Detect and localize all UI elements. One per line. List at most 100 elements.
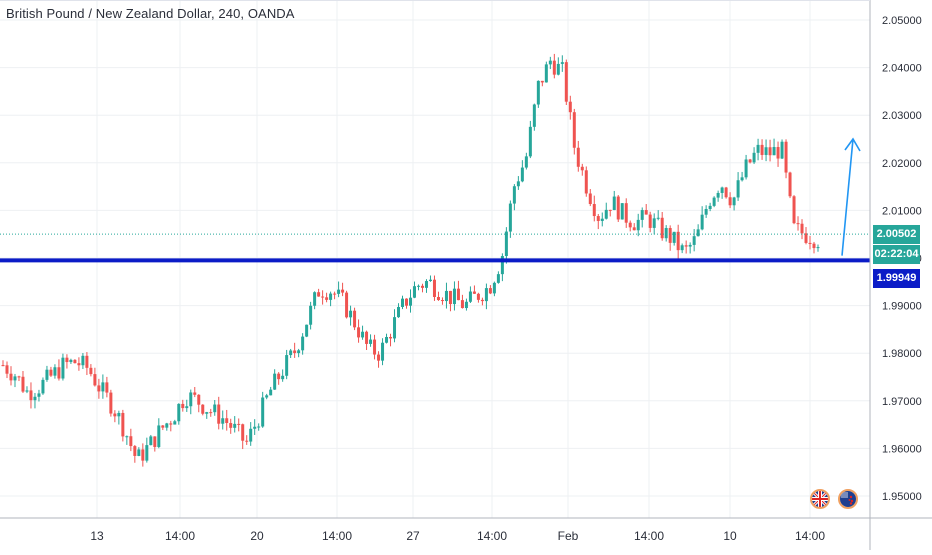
candle-body — [57, 367, 61, 379]
candle-body — [544, 64, 548, 83]
candle-body — [556, 63, 560, 75]
candle-body — [708, 205, 712, 210]
candle-body — [788, 172, 792, 197]
candle-body — [213, 404, 217, 413]
candle-body — [508, 203, 512, 232]
candle-body — [804, 233, 808, 243]
candle-body — [680, 245, 684, 251]
candle-body — [688, 244, 692, 247]
last-price-label: 2.00502 — [873, 225, 920, 245]
candle-body — [209, 412, 213, 414]
candle-body — [341, 289, 345, 293]
candle-body — [149, 436, 153, 446]
candle-body — [53, 367, 57, 376]
candle-body — [696, 229, 700, 237]
candle-body — [496, 274, 500, 283]
candle-body — [237, 423, 241, 425]
candle-body — [129, 436, 133, 447]
candle-body — [393, 317, 397, 339]
candle-body — [73, 359, 77, 364]
candle-body — [65, 357, 69, 363]
y-tick-label: 1.98000 — [882, 348, 922, 360]
candle-body — [397, 306, 401, 318]
x-tick-label: 14:00 — [322, 529, 352, 543]
candle-body — [345, 292, 349, 318]
candle-body — [69, 359, 73, 363]
candle-body — [480, 299, 484, 302]
candle-body — [401, 298, 405, 307]
candle-body — [420, 285, 424, 288]
candle-body — [325, 297, 329, 300]
candle-body — [125, 436, 129, 438]
candle-body — [552, 60, 556, 75]
candle-body — [424, 281, 428, 288]
candle-body — [197, 394, 201, 405]
candle-body — [177, 403, 181, 422]
candle-body — [161, 425, 165, 428]
candle-body — [440, 300, 444, 302]
candle-body — [488, 288, 492, 294]
candle-body — [221, 418, 225, 424]
candle-body — [405, 298, 409, 306]
candle-body — [780, 141, 784, 159]
candle-body — [277, 373, 281, 380]
candle-body — [416, 285, 420, 287]
candle-body — [61, 357, 65, 379]
candle-body — [381, 342, 385, 361]
candle-body — [329, 293, 333, 300]
candle-body — [385, 336, 389, 343]
candle-body — [193, 392, 197, 395]
candle-body — [492, 282, 496, 294]
candle-body — [548, 60, 552, 65]
candle-body — [612, 196, 616, 211]
candle-body — [592, 204, 596, 217]
candle-body — [105, 382, 109, 393]
candle-body — [428, 279, 432, 282]
candle-body — [584, 170, 588, 194]
candle-body — [281, 375, 285, 380]
candle-body — [776, 147, 780, 159]
candle-body — [816, 247, 820, 249]
candle-body — [432, 279, 436, 297]
candle-body — [616, 196, 620, 220]
candle-body — [712, 197, 716, 206]
candle-body — [460, 300, 464, 309]
candle-body — [9, 373, 13, 381]
candle-body — [301, 336, 305, 351]
candle-body — [812, 243, 816, 249]
candle-body — [660, 217, 664, 239]
candle-body — [113, 413, 117, 417]
candle-body — [436, 296, 440, 301]
x-tick-label: 13 — [90, 529, 104, 543]
candle-body — [5, 365, 9, 374]
candle-body — [81, 355, 85, 366]
candle-body — [600, 218, 604, 221]
candle-body — [317, 292, 321, 297]
candle-body — [644, 210, 648, 215]
candle-body — [648, 214, 652, 228]
candle-body — [137, 449, 141, 456]
candle-body — [357, 327, 361, 338]
candle-body — [720, 187, 724, 193]
x-tick-label: Feb — [558, 529, 579, 543]
gb-flag-icon — [810, 489, 830, 509]
candle-body — [241, 424, 245, 441]
chart-title: British Pound / New Zealand Dollar, 240,… — [6, 6, 295, 21]
candle-body — [249, 428, 253, 442]
candle-body — [109, 392, 113, 414]
candle-body — [201, 404, 205, 414]
candle-body — [692, 236, 696, 245]
candle-body — [484, 288, 488, 302]
candle-body — [748, 159, 752, 163]
candle-body — [373, 339, 377, 355]
x-tick-label: 14:00 — [165, 529, 195, 543]
candle-body — [732, 197, 736, 206]
candle-body — [456, 288, 460, 301]
candle-body — [740, 177, 744, 181]
candle-body — [97, 385, 101, 392]
arrow-shaft — [841, 138, 854, 256]
x-tick-label: 27 — [406, 529, 420, 543]
candle-body — [632, 227, 636, 231]
